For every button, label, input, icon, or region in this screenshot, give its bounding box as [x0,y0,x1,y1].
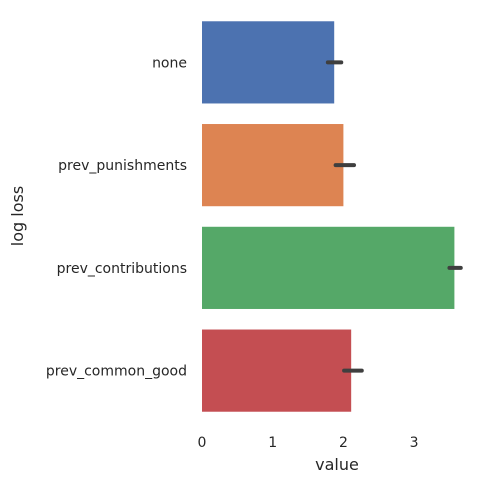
bar-prev-punishments [202,124,344,207]
bars-group [202,21,455,412]
x-axis-label: value [315,455,359,474]
x-tick-labels-group: 0 1 2 3 [198,435,419,451]
bar-none [202,21,335,104]
bar-prev-common-good [202,329,352,412]
category-label-prev-common-good: prev_common_good [46,364,187,380]
bar-prev-contributions [202,226,455,309]
category-label-prev-punishments: prev_punishments [58,158,187,174]
x-tick-label: 1 [268,435,277,451]
x-tick-label: 0 [198,435,207,451]
category-label-none: none [152,55,187,71]
x-tick-label: 2 [339,435,348,451]
y-axis-label: log loss [8,186,27,246]
x-tick-label: 3 [410,435,419,451]
error-bars-group [325,60,463,373]
category-labels-group: none prev_punishments prev_contributionspr… [46,55,187,379]
category-label-prev-contributions: prev_contributions [57,261,187,277]
